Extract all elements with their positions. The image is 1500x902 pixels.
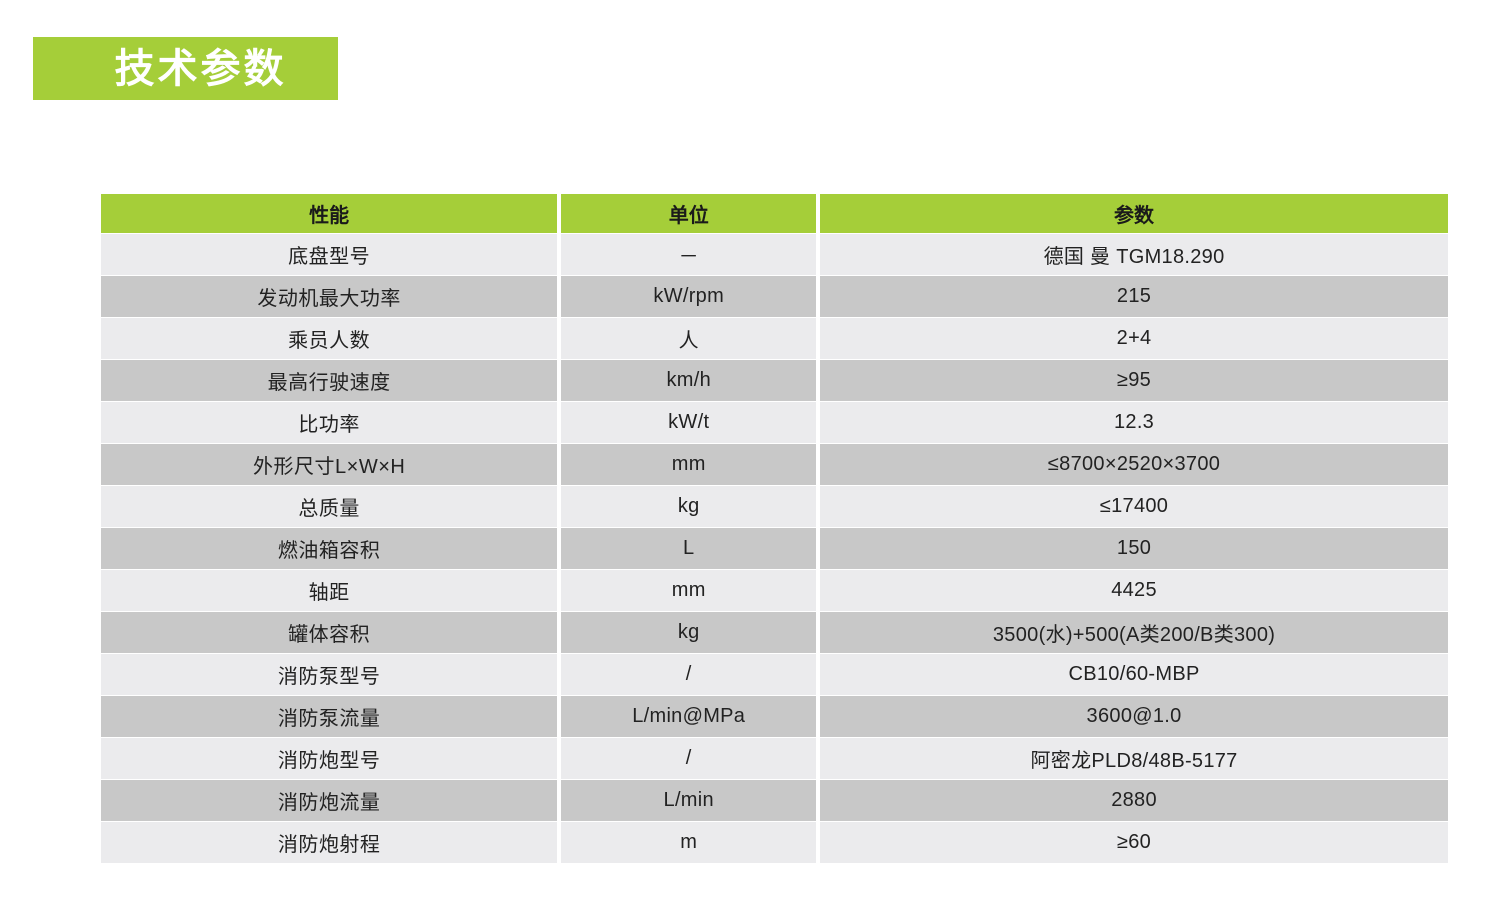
- cell-performance: 发动机最大功率: [101, 276, 558, 317]
- table-row: 罐体容积 kg 3500(水)+500(A类200/B类300): [101, 612, 1448, 653]
- cell-parameter: 12.3: [820, 402, 1448, 443]
- table-row: 乘员人数人 2+4: [101, 318, 1448, 359]
- cell-unit: L/min: [561, 780, 817, 821]
- cell-performance: 消防炮射程: [101, 822, 558, 863]
- cell-parameter: 阿密龙PLD8/48B-5177: [820, 738, 1448, 779]
- cell-unit: kg: [561, 486, 817, 527]
- table-row: 消防泵流量 L/min@MPa 3600@1.0: [101, 696, 1448, 737]
- table-row: 轴距 mm 4425: [101, 570, 1448, 611]
- cell-parameter: 德国 曼 TGM18.290: [820, 234, 1448, 275]
- cell-unit: m: [561, 822, 817, 863]
- table-row: 消防泵型号 / CB10/60-MBP: [101, 654, 1448, 695]
- table-body: 底盘型号－德国 曼 TGM18.290 发动机最大功率 kW/rpm 215 乘员人数人…: [101, 234, 1448, 863]
- cell-performance: 底盘型号: [101, 234, 558, 275]
- cell-performance: 外形尺寸L×W×H: [101, 444, 558, 485]
- table-row: 外形尺寸L×W×H mm ≤8700×2520×3700: [101, 444, 1448, 485]
- cell-performance: 比功率: [101, 402, 558, 443]
- table-header: 性能 单位 参数: [101, 194, 1448, 233]
- cell-parameter: 3600@1.0: [820, 696, 1448, 737]
- page-title: 技术参数: [114, 46, 287, 91]
- cell-parameter: ≥60: [820, 822, 1448, 863]
- cell-parameter: ≥95: [820, 360, 1448, 401]
- cell-performance: 总质量: [101, 486, 558, 527]
- cell-parameter: CB10/60-MBP: [820, 654, 1448, 695]
- table-row: 最高行驶速度 km/h ≥95: [101, 360, 1448, 401]
- section-banner: 技术参数: [33, 37, 338, 100]
- cell-parameter: 2+4: [820, 318, 1448, 359]
- column-header-parameter: 参数: [820, 194, 1448, 233]
- table-row: 消防炮型号 / 阿密龙PLD8/48B-5177: [101, 738, 1448, 779]
- table-row: 消防炮流量 L/min 2880: [101, 780, 1448, 821]
- table-row: 发动机最大功率 kW/rpm 215: [101, 276, 1448, 317]
- table-row: 底盘型号－德国 曼 TGM18.290: [101, 234, 1448, 275]
- cell-unit: mm: [561, 444, 817, 485]
- cell-performance: 罐体容积: [101, 612, 558, 653]
- cell-unit: kW/t: [561, 402, 817, 443]
- cell-unit: kW/rpm: [561, 276, 817, 317]
- table-header-row: 性能 单位 参数: [101, 194, 1448, 233]
- cell-parameter: 215: [820, 276, 1448, 317]
- table-row: 比功率 kW/t 12.3: [101, 402, 1448, 443]
- column-header-performance: 性能: [101, 194, 558, 233]
- technical-specifications-table: 性能 单位 参数 底盘型号－德国 曼 TGM18.290 发动机最大功率 kW/rp…: [97, 193, 1452, 864]
- cell-parameter: ≤17400: [820, 486, 1448, 527]
- cell-parameter: 3500(水)+500(A类200/B类300): [820, 612, 1448, 653]
- cell-performance: 消防炮流量: [101, 780, 558, 821]
- cell-unit: /: [561, 738, 817, 779]
- cell-unit: 人: [561, 318, 817, 359]
- cell-performance: 轴距: [101, 570, 558, 611]
- cell-unit: L: [561, 528, 817, 569]
- cell-performance: 最高行驶速度: [101, 360, 558, 401]
- cell-performance: 消防泵流量: [101, 696, 558, 737]
- cell-unit: －: [561, 234, 817, 275]
- cell-unit: km/h: [561, 360, 817, 401]
- cell-unit: kg: [561, 612, 817, 653]
- cell-performance: 消防炮型号: [101, 738, 558, 779]
- table-row: 燃油箱容积 L 150: [101, 528, 1448, 569]
- cell-parameter: 2880: [820, 780, 1448, 821]
- cell-unit: mm: [561, 570, 817, 611]
- table-row: 总质量 kg ≤17400: [101, 486, 1448, 527]
- column-header-unit: 单位: [561, 194, 817, 233]
- cell-performance: 乘员人数: [101, 318, 558, 359]
- cell-performance: 消防泵型号: [101, 654, 558, 695]
- cell-performance: 燃油箱容积: [101, 528, 558, 569]
- cell-parameter: ≤8700×2520×3700: [820, 444, 1448, 485]
- cell-parameter: 150: [820, 528, 1448, 569]
- cell-unit: L/min@MPa: [561, 696, 817, 737]
- table-row: 消防炮射程 m ≥60: [101, 822, 1448, 863]
- cell-unit: /: [561, 654, 817, 695]
- cell-parameter: 4425: [820, 570, 1448, 611]
